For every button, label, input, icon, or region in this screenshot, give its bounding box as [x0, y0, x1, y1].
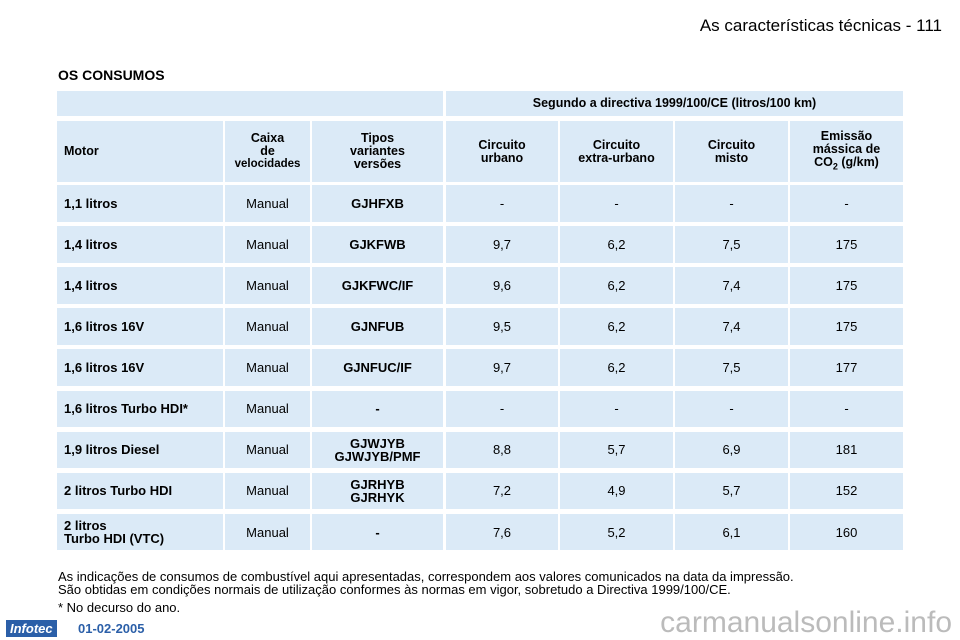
table-cell: -	[446, 185, 558, 222]
co2-unit: (g/km)	[837, 154, 879, 169]
table-cell: Manual	[225, 308, 310, 345]
table-cell: 6,2	[560, 267, 673, 304]
watermark: carmanualsonline.info	[660, 606, 952, 639]
table-cell: 1,6 litros 16V	[57, 349, 223, 386]
footer-date: 01-02-2005	[78, 621, 145, 636]
table-cell: 1,6 litros 16V	[57, 308, 223, 345]
section-title: OS CONSUMOS	[58, 67, 165, 83]
table-cell: 6,9	[675, 431, 788, 469]
table-cell: 1,9 litros Diesel	[57, 431, 223, 469]
co2: CO	[814, 154, 833, 169]
column-header-text: Emissão mássica de CO2 (g/km)	[812, 128, 881, 174]
table-cell: 9,7	[446, 349, 558, 386]
table-cell: GJKFWB	[312, 226, 443, 263]
table-cell: Manual	[225, 349, 310, 386]
table-cell: -	[560, 185, 673, 222]
table-cell: 1,6 litros Turbo HDI*	[57, 390, 223, 427]
table-cell: 1,4 litros	[57, 226, 223, 263]
table-cell: GJHFXB	[312, 185, 443, 222]
table-cell: 6,2	[560, 226, 673, 263]
table-cell: GJNFUB	[312, 308, 443, 345]
table-cell: 5,7	[560, 431, 673, 469]
table-cell: 175	[790, 308, 903, 345]
column-header: Circuito misto	[675, 121, 788, 182]
page-header: As características técnicas - 111	[699, 16, 942, 35]
table-cell: 7,5	[675, 226, 788, 263]
group-header: Segundo a directiva 1999/100/CE (litros/…	[446, 91, 903, 116]
column-header: Emissão mássica de CO2 (g/km)	[790, 121, 903, 182]
column-header: Circuito extra-urbano	[560, 121, 673, 182]
footer-logo: Infotec	[6, 620, 57, 637]
column-header-text: Motor	[64, 144, 99, 158]
column-header-line: Emissão	[820, 128, 873, 143]
table-cell: 1,4 litros	[57, 267, 223, 304]
table-cell: GJRHYB GJRHYK	[312, 472, 443, 510]
table-cell: -	[675, 185, 788, 222]
column-header-text: Circuito urbano	[478, 137, 526, 165]
column-header-text: Tipos variantes versões	[350, 131, 405, 171]
table-cell: 152	[790, 472, 903, 510]
table-cell: -	[790, 185, 903, 222]
column-header: Circuito urbano	[446, 121, 558, 182]
table-cell: Manual	[225, 431, 310, 469]
table-cell: 6,2	[560, 349, 673, 386]
table-cell: 7,5	[675, 349, 788, 386]
table-cell: 7,6	[446, 513, 558, 551]
table-cell: Manual	[225, 226, 310, 263]
co2-subscript: 2	[832, 161, 838, 172]
table-cell: 9,6	[446, 267, 558, 304]
column-header-line: velocidades	[234, 158, 301, 170]
table-cell: 7,2	[446, 472, 558, 510]
table-cell: GJWJYB GJWJYB/PMF	[312, 431, 443, 469]
table-cell: Manual	[225, 185, 310, 222]
column-header-line: mássica de	[812, 141, 881, 156]
table-cell: 2 litros Turbo HDI	[57, 472, 223, 510]
table-cell: -	[312, 390, 443, 427]
table-cell: 175	[790, 226, 903, 263]
table-cell: -	[560, 390, 673, 427]
table-cell: 175	[790, 267, 903, 304]
table-cell: 9,5	[446, 308, 558, 345]
table-cell: -	[446, 390, 558, 427]
table-cell: 1,1 litros	[57, 185, 223, 222]
table-cell: GJNFUC/IF	[312, 349, 443, 386]
table-cell: GJKFWC/IF	[312, 267, 443, 304]
table-cell: 4,9	[560, 472, 673, 510]
table-cell: 7,4	[675, 308, 788, 345]
notes: As indicações de consumos de combustível…	[58, 569, 794, 597]
table-cell: Manual	[225, 513, 310, 551]
column-header-line: Caixa de	[250, 131, 285, 158]
column-header: Tipos variantes versões	[312, 121, 443, 182]
footnote: * No decurso do ano.	[58, 600, 181, 615]
column-header-text: Circuito extra-urbano	[578, 137, 655, 165]
header-blank	[57, 91, 443, 116]
table-cell: -	[312, 513, 443, 551]
table-cell: 177	[790, 349, 903, 386]
table-cell: -	[675, 390, 788, 427]
table-cell: -	[790, 390, 903, 427]
table-cell: 9,7	[446, 226, 558, 263]
table-cell: 8,8	[446, 431, 558, 469]
table-cell: 181	[790, 431, 903, 469]
column-header-line: CO2 (g/km)	[813, 154, 880, 174]
column-header-text: Circuito misto	[707, 137, 756, 165]
table-cell: 6,1	[675, 513, 788, 551]
table-cell: Manual	[225, 472, 310, 510]
column-header-text: Caixa de velocidades	[235, 132, 301, 171]
table-cell: 160	[790, 513, 903, 551]
table-cell: Manual	[225, 390, 310, 427]
table-cell: 5,2	[560, 513, 673, 551]
column-header: Caixa de velocidades	[225, 121, 310, 182]
table-cell: 6,2	[560, 308, 673, 345]
table-cell: 2 litros Turbo HDI (VTC)	[57, 513, 223, 551]
table-cell: Manual	[225, 267, 310, 304]
table-cell: 7,4	[675, 267, 788, 304]
table-cell: 5,7	[675, 472, 788, 510]
column-header: Motor	[57, 121, 223, 182]
